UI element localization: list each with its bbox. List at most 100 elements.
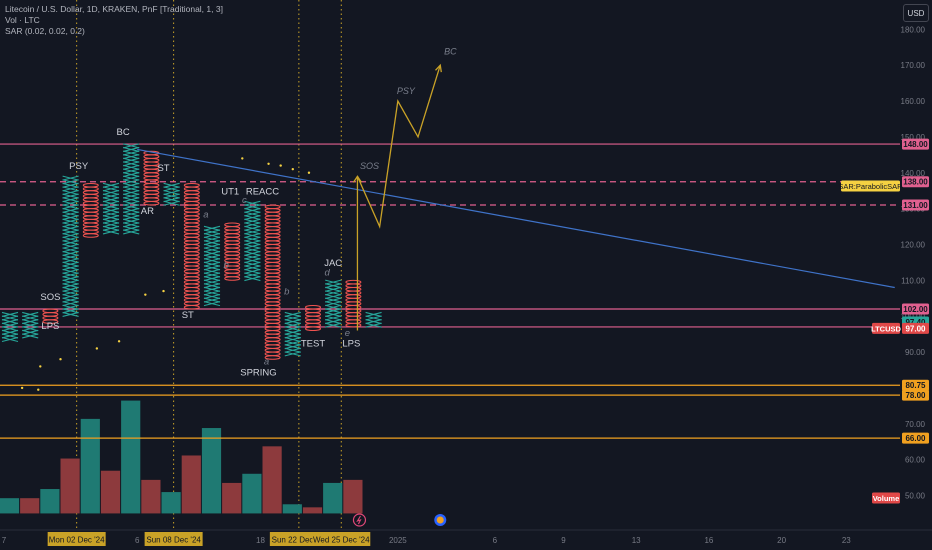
price-tick-label: 180.00 — [901, 25, 926, 34]
volume-bar — [121, 400, 141, 514]
price-tick-label: 50.00 — [905, 492, 926, 501]
volume-bar — [181, 455, 201, 514]
currency-button[interactable]: USD — [903, 4, 929, 22]
date-highlight[interactable] — [144, 532, 203, 546]
volume-bar — [323, 482, 343, 514]
volume-bar — [201, 428, 222, 514]
o-column[interactable] — [345, 279, 362, 328]
sar-dot — [144, 293, 147, 296]
time-tick-label: 7 — [2, 536, 7, 545]
legend-volume[interactable]: Vol · LTC — [5, 15, 40, 25]
price-tag-label: 138.00 — [903, 178, 928, 187]
sar-tag[interactable] — [841, 180, 900, 192]
legend-sar[interactable]: SAR (0.02, 0.02, 0.2) — [5, 26, 85, 36]
annotation-label: c — [242, 195, 247, 206]
volume-bar — [100, 470, 121, 514]
annotation-label: PSY — [397, 86, 416, 96]
date-highlight-label: Wed 25 Dec '24 — [313, 536, 370, 545]
volume-bar — [161, 492, 181, 514]
volume-bar — [242, 473, 262, 514]
price-tick-label: 60.00 — [905, 456, 926, 465]
o-column[interactable] — [143, 150, 160, 206]
price-tag-label: 102.00 — [903, 305, 928, 314]
sar-dot — [267, 162, 270, 165]
x-column[interactable] — [163, 182, 180, 206]
x-column[interactable] — [22, 311, 39, 339]
volume-bar — [40, 489, 60, 514]
price-tag[interactable] — [902, 303, 929, 315]
projection-path[interactable] — [356, 64, 441, 331]
price-tag-label: 148.00 — [903, 140, 928, 149]
volume-bar — [343, 479, 363, 514]
price-tick-label: 150.00 — [901, 133, 926, 142]
volume-bar — [282, 504, 302, 514]
o-column[interactable] — [224, 222, 241, 281]
annotation-label: ST — [182, 310, 194, 321]
annotation-label: PSY — [69, 161, 89, 172]
time-tick-label: 16 — [704, 536, 713, 545]
x-column[interactable] — [102, 182, 120, 235]
projection-arrowhead — [435, 63, 442, 73]
annotation-label: REACC — [246, 186, 279, 197]
annotation-label: AR — [141, 206, 154, 217]
sar-dot — [39, 365, 42, 368]
time-tick-label: 6 — [493, 536, 498, 545]
annotation-label: b — [284, 287, 289, 298]
price-tick-label: 170.00 — [901, 61, 926, 70]
o-column[interactable] — [183, 183, 200, 310]
x-column[interactable] — [123, 143, 140, 235]
annotation-label: JAC — [324, 258, 342, 269]
price-tag-label: 97.40 — [905, 318, 926, 327]
price-tag[interactable] — [902, 389, 929, 401]
x-column[interactable] — [203, 225, 221, 307]
price-tag-label: 78.00 — [905, 391, 926, 400]
volume-bar — [80, 418, 100, 514]
o-column[interactable] — [42, 308, 59, 324]
sar-dot — [37, 388, 40, 391]
x-column[interactable] — [1, 311, 19, 343]
o-column[interactable] — [305, 304, 321, 332]
x-column[interactable] — [284, 311, 301, 357]
time-tick-label: 23 — [842, 536, 851, 545]
price-tick-label: 90.00 — [905, 348, 926, 357]
price-axis[interactable] — [900, 0, 932, 550]
time-tick-label: 18 — [256, 536, 265, 545]
time-tick-label: 13 — [632, 536, 641, 545]
annotation-label: e — [345, 328, 350, 339]
ltc-tag[interactable] — [872, 322, 900, 334]
price-tick-label: 140.00 — [901, 169, 926, 178]
time-tick-label: 9 — [561, 536, 566, 545]
volume-bar — [222, 482, 242, 514]
date-highlight[interactable] — [312, 532, 371, 546]
x-column[interactable] — [62, 175, 79, 317]
time-tick-label: 2025 — [389, 536, 407, 545]
x-column[interactable] — [365, 311, 382, 328]
o-column[interactable] — [264, 204, 281, 360]
volume-tag-label: Volume — [873, 494, 900, 503]
price-tag[interactable] — [902, 138, 929, 150]
date-highlight-label: Sun 08 Dec '24 — [146, 536, 201, 545]
chart-legend: Litecoin / U.S. Dollar, 1D, KRAKEN, PnF … — [5, 4, 223, 37]
annotation-label: BC — [117, 127, 130, 138]
price-tag[interactable] — [902, 379, 929, 391]
projection-arrowhead — [352, 175, 362, 183]
annotation-label: SOS — [40, 292, 60, 303]
annotation-label: d — [324, 268, 330, 279]
sar-dot — [307, 171, 311, 174]
price-tag[interactable] — [902, 199, 929, 211]
price-tag[interactable] — [902, 322, 929, 334]
time-tick-label: 6 — [135, 536, 140, 545]
volume-bar — [60, 458, 80, 514]
o-column[interactable] — [82, 183, 99, 238]
price-tag[interactable] — [902, 176, 929, 188]
x-column[interactable] — [325, 279, 342, 328]
date-highlight[interactable] — [47, 532, 106, 546]
x-column[interactable] — [244, 200, 261, 282]
trendline[interactable] — [137, 148, 895, 289]
price-tag[interactable] — [902, 432, 929, 444]
sar-dot — [241, 157, 244, 160]
volume-tag[interactable] — [872, 492, 900, 504]
legend-title[interactable]: Litecoin / U.S. Dollar, 1D, KRAKEN, PnF … — [5, 4, 223, 14]
earnings-icon-inner — [436, 516, 444, 524]
